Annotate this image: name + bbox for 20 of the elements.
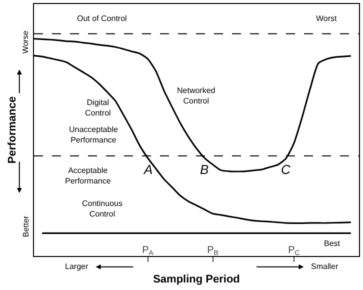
annotation: Acceptable Performance [65, 166, 112, 186]
ref-line-label: Out of Control [77, 14, 128, 23]
text: Smaller [311, 262, 338, 271]
annotation: Unacceptable Performance [69, 125, 118, 144]
annotation: Best [324, 239, 341, 248]
annotation: A [143, 162, 153, 177]
text: Worse [21, 30, 30, 54]
annotation: C [281, 162, 291, 177]
text: Better [22, 215, 31, 238]
series-label: Networked Control [177, 86, 216, 106]
annotation: B [200, 162, 209, 177]
x-tick-label: P$_{B}$ [207, 245, 219, 258]
series-label: Digital Control [85, 98, 112, 118]
text: Worst [316, 14, 338, 23]
text: Larger [65, 262, 88, 271]
x-tick-label: P$_{A}$ [142, 245, 154, 258]
x-axis-title: Sampling Period [153, 273, 240, 286]
x-tick-label: P$_{C}$ [288, 245, 300, 258]
series-label: Continuous Control [82, 199, 122, 218]
y-axis-title: Performance [6, 96, 19, 164]
